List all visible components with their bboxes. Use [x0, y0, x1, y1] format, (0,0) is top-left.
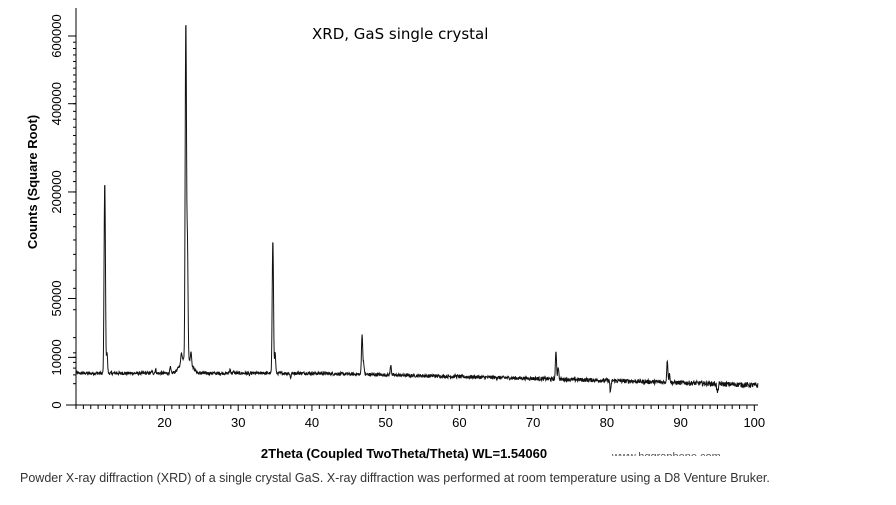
- y-tick-label: 400000: [49, 82, 64, 125]
- watermark-mask: [600, 456, 770, 465]
- x-tick-label: 50: [378, 415, 392, 430]
- figure-caption: Powder X-ray diffraction (XRD) of a sing…: [20, 471, 770, 485]
- x-tick-label: 30: [231, 415, 245, 430]
- x-tick-label: 90: [673, 415, 687, 430]
- xrd-chart: 20 30 40 50 60 70 80 90 100 0 10000 50000 200000 400…: [25, 8, 770, 465]
- x-tick-label: 100: [743, 415, 765, 430]
- chart-title: XRD, GaS single crystal: [312, 25, 488, 43]
- y-tick-label: 600000: [49, 14, 64, 57]
- x-axis-title: 2Theta (Coupled TwoTheta/Theta) WL=1.540…: [261, 446, 547, 461]
- x-tick-label: 70: [526, 415, 540, 430]
- y-tick-label: 0: [49, 401, 64, 408]
- y-tick-label: 200000: [49, 170, 64, 213]
- y-tick-label: 50000: [49, 280, 64, 316]
- x-tick-label: 80: [600, 415, 614, 430]
- x-tick-label: 20: [157, 415, 171, 430]
- x-tick-label: 60: [452, 415, 466, 430]
- xrd-series-line: [75, 24, 759, 394]
- x-tick-label: 40: [305, 415, 319, 430]
- x-ticks: 20 30 40 50 60 70 80 90 100: [75, 405, 765, 430]
- y-tick-label: 10000: [49, 339, 64, 375]
- axes: 20 30 40 50 60 70 80 90 100 0 10000 50000 200000 400…: [49, 8, 765, 430]
- y-axis-title: Counts (Square Root): [25, 115, 40, 249]
- y-ticks: 0 10000 50000 200000 400000 600000: [49, 14, 76, 409]
